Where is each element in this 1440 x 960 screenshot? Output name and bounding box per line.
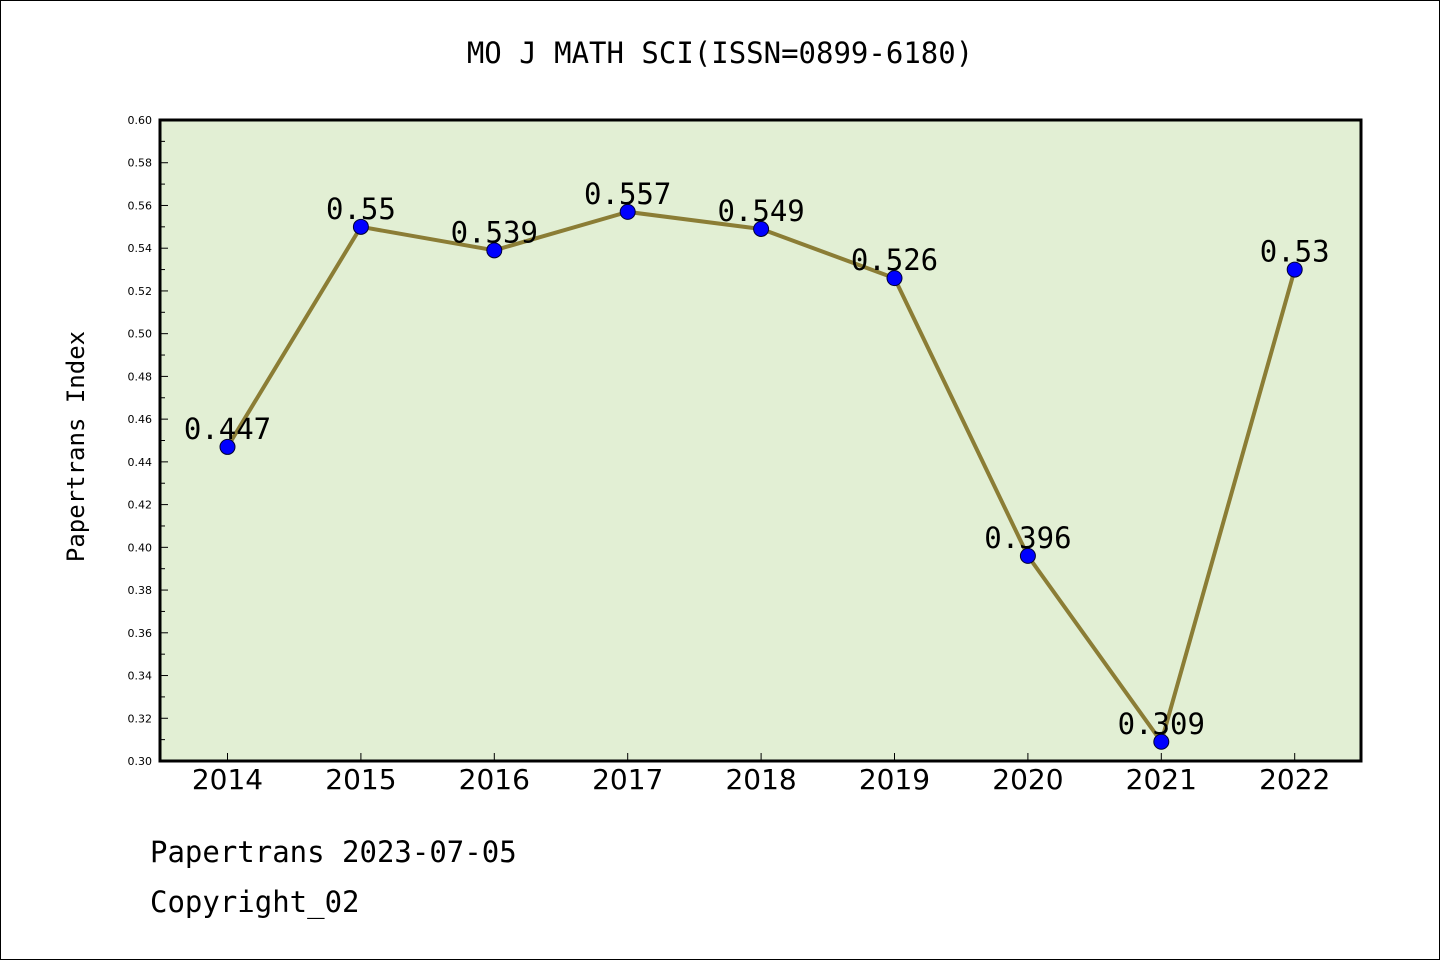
y-tick-label: 0.38 [128, 584, 153, 597]
data-label: 0.539 [451, 215, 538, 249]
data-point [619, 203, 636, 220]
data-label: 0.53 [1260, 235, 1330, 269]
chart-title: MO J MATH SCI(ISSN=0899-6180) [466, 36, 974, 70]
data-label: 0.549 [717, 194, 804, 228]
y-tick-label: 0.46 [128, 413, 153, 426]
data-label: 0.396 [984, 521, 1071, 555]
data-label: 0.55 [326, 192, 396, 226]
data-point [753, 220, 770, 237]
y-tick-label: 0.44 [128, 456, 153, 469]
data-point [1019, 547, 1036, 564]
series-layer [219, 203, 1303, 750]
x-tick-label: 2016 [459, 763, 530, 796]
data-point [886, 270, 903, 287]
y-tick-label: 0.48 [128, 370, 153, 383]
x-tick-label: 2017 [592, 763, 663, 796]
x-tick-label: 2015 [325, 763, 396, 796]
y-tick-label: 0.36 [128, 627, 153, 640]
data-label: 0.447 [184, 412, 271, 446]
footer-copyright-text: Copyright_02 [150, 885, 360, 919]
x-tick-label: 2020 [992, 763, 1063, 796]
data-labels: 0.447 0.55 0.539 0.557 0.549 0.526 0.396 0.309 0… [184, 177, 1330, 741]
y-tick-label: 0.56 [128, 199, 153, 212]
x-tick-label: 2014 [192, 763, 263, 796]
y-tick-label: 0.60 [128, 114, 153, 127]
y-tick-label: 0.34 [128, 670, 153, 683]
y-tick-label: 0.30 [128, 755, 153, 768]
y-tick-label: 0.54 [128, 242, 153, 255]
x-axis: 2014 2015 2016 2017 2018 2019 2020 2021 2022 [192, 753, 1330, 796]
data-point [219, 438, 236, 455]
data-label: 0.309 [1118, 707, 1205, 741]
x-tick-label: 2022 [1259, 763, 1330, 796]
footer-date-text: Papertrans 2023-07-05 [150, 835, 517, 869]
y-tick-label: 0.58 [128, 157, 153, 170]
y-tick-label: 0.50 [128, 328, 153, 341]
y-axis: 0.30 0.32 0.34 0.36 0.38 0.40 0.42 0.44 0.46 0.48… [128, 114, 168, 768]
data-point [486, 242, 503, 259]
y-axis-title: Papertrans Index [62, 331, 90, 562]
y-tick-label: 0.40 [128, 541, 153, 554]
data-point [1153, 733, 1170, 750]
data-label: 0.557 [584, 177, 671, 211]
data-point [352, 218, 369, 235]
y-tick-label: 0.32 [128, 712, 153, 725]
x-tick-label: 2021 [1126, 763, 1197, 796]
x-tick-label: 2018 [725, 763, 796, 796]
y-tick-label: 0.42 [128, 499, 153, 512]
x-tick-label: 2019 [859, 763, 930, 796]
data-point [1286, 261, 1303, 278]
data-label: 0.526 [851, 243, 938, 277]
y-tick-label: 0.52 [128, 285, 153, 298]
